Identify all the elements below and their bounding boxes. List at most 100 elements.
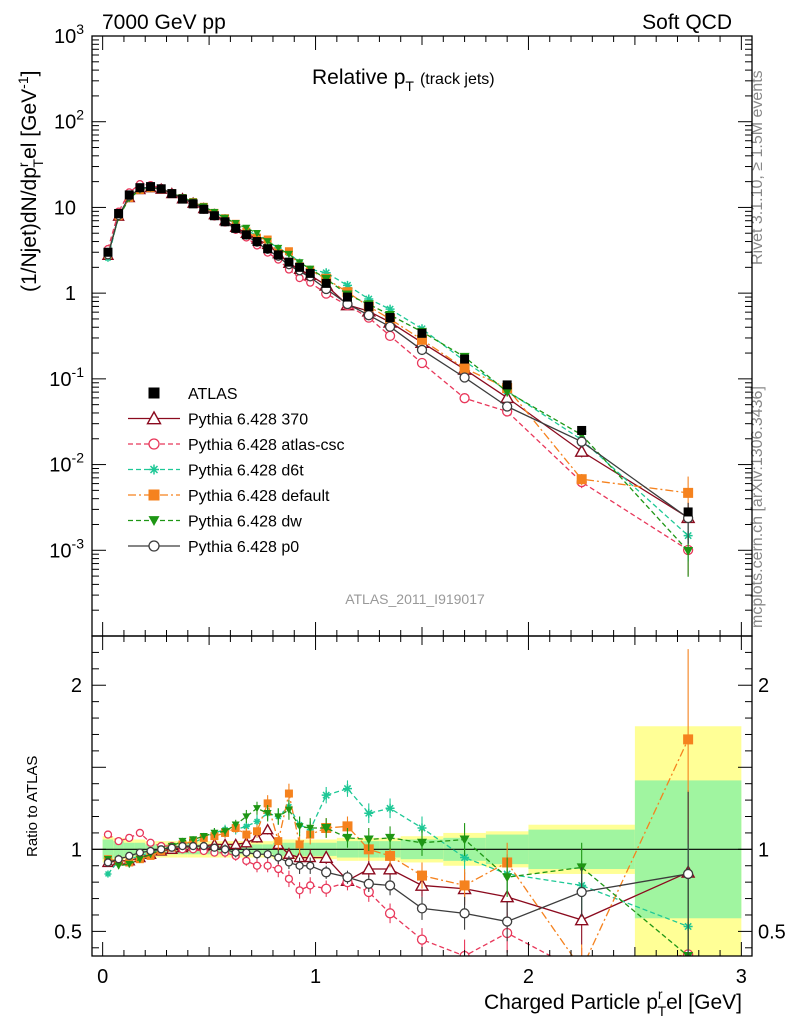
- main-point-atlas: [342, 292, 352, 302]
- main-y-tick-label: 10-1: [49, 364, 84, 391]
- legend-label-d6t: Pythia 6.428 d6t: [188, 463, 304, 480]
- ratio-point-dw: [189, 836, 198, 844]
- ratio-point-atlascsc: [125, 833, 134, 842]
- plot-title: Relative pT (track jets): [312, 66, 495, 94]
- ratio-point-p0: [295, 861, 304, 870]
- ratio-point-p0: [284, 858, 294, 867]
- ratio-point-default: [253, 827, 261, 836]
- main-y-tick-label: 103: [54, 21, 84, 48]
- ratio-point-p0: [502, 916, 513, 927]
- ratio-point-dw: [321, 824, 332, 833]
- ratio-point-p0: [274, 853, 283, 862]
- mcplots-label: mcplots.cern.ch [arXiv:1306.3436]: [749, 386, 766, 628]
- main-point-atlas: [460, 354, 470, 364]
- ratio-y-tick-label-right: 2: [758, 675, 769, 697]
- ratio-point-default: [242, 830, 251, 839]
- ratio-point-dw: [274, 813, 283, 821]
- legend: ATLAS Pythia 6.428 370 Pythia 6.428 atlas-…: [128, 386, 345, 556]
- ratio-point-p0: [178, 841, 187, 851]
- ratio-point-d6t: [253, 817, 261, 825]
- main-point-atlas: [321, 278, 331, 288]
- ratio-point-p370: [261, 823, 274, 835]
- main-point-d6t: [385, 304, 395, 314]
- rivet-version-label: Rivet 3.1.10, ≥ 1.5M events: [749, 70, 766, 265]
- main-ylabel: (1/Njet)dN/dprTel [GeV-1]: [15, 71, 46, 292]
- main-point-atlascsc: [459, 393, 470, 404]
- ratio-point-p0: [125, 851, 134, 861]
- main-point-p0: [502, 401, 513, 412]
- ratio-point-p0: [135, 848, 145, 857]
- ratio-point-default: [459, 880, 470, 891]
- main-y-tick-label: 1: [65, 283, 76, 305]
- ratio-point-d6t: [385, 803, 395, 813]
- ratio-point-p0: [682, 868, 694, 880]
- main-point-atlas: [231, 223, 241, 233]
- ratio-point-p0: [384, 880, 396, 891]
- main-point-p0: [363, 310, 374, 321]
- ratio-point-atlascsc: [384, 908, 396, 919]
- plot-title-sub: T: [405, 78, 414, 94]
- main-y-tick-label: 10-3: [49, 535, 84, 562]
- ratio-point-p0: [167, 843, 176, 852]
- ratio-y-tick-label-right: 0.5: [758, 921, 786, 943]
- main-point-dw: [502, 387, 513, 397]
- ratio-point-dw: [284, 806, 293, 814]
- main-point-d6t: [342, 280, 352, 290]
- ratio-point-dw: [114, 862, 123, 870]
- ratio-point-dw: [263, 810, 272, 818]
- x-tick-label: 3: [736, 966, 747, 988]
- ratio-point-dw: [502, 873, 513, 883]
- ratio-point-default: [683, 734, 694, 745]
- main-point-atlas: [417, 328, 427, 338]
- ratio-point-dw: [385, 833, 396, 843]
- ratio-point-atlascsc: [242, 856, 251, 865]
- main-point-atlas: [364, 301, 374, 311]
- ratio-point-p0: [242, 848, 251, 857]
- main-point-atlas: [305, 268, 315, 278]
- ratio-point-p0: [459, 908, 470, 919]
- main-point-atlas: [385, 312, 395, 322]
- legend-marker-atlascsc: [148, 438, 160, 450]
- ratio-point-d6t: [321, 790, 331, 800]
- main-point-d6t: [364, 294, 374, 304]
- main-point-dw: [231, 219, 240, 228]
- main-y-tick-label: 10: [54, 197, 76, 219]
- ratio-point-atlascsc: [295, 886, 304, 895]
- category-label: Soft QCD: [642, 11, 732, 34]
- legend-marker-p0: [148, 540, 160, 552]
- ratio-point-d6t: [364, 808, 374, 818]
- ratio-point-d6t: [342, 784, 352, 794]
- ratio-point-atlascsc: [306, 881, 315, 890]
- ratio-point-p0: [306, 861, 315, 870]
- ratio-point-dw: [221, 828, 230, 836]
- plot-title-tail: (track jets): [420, 71, 495, 88]
- ratio-point-atlascsc: [416, 934, 428, 945]
- ratio-point-atlascsc: [103, 830, 113, 839]
- ratio-point-p370: [382, 861, 398, 875]
- main-point-atlascsc: [384, 330, 396, 342]
- ratio-point-p0: [342, 872, 353, 883]
- main-point-atlas: [135, 183, 145, 193]
- ratio-point-dw: [459, 835, 470, 845]
- main-point-atlas: [124, 190, 134, 200]
- ratio-point-p0: [103, 858, 113, 867]
- ratio-point-p0: [114, 855, 123, 864]
- ratio-point-d6t: [242, 822, 250, 830]
- main-point-atlas: [146, 182, 156, 192]
- ratio-point-p0: [363, 878, 374, 889]
- main-point-atlas: [263, 244, 273, 254]
- ratio-point-dw: [231, 821, 240, 829]
- main-point-default: [417, 334, 427, 345]
- legend-label-ATLAS: ATLAS: [188, 386, 238, 403]
- main-point-p0: [576, 436, 587, 447]
- ratio-point-p0: [157, 845, 166, 854]
- legend-label-default: Pythia 6.428 default: [188, 488, 330, 505]
- main-point-atlas: [177, 194, 187, 204]
- main-point-dw: [263, 238, 272, 246]
- ratio-point-dw: [306, 824, 315, 832]
- ratio-point-p0: [199, 841, 208, 851]
- ratio-point-atlascsc: [252, 861, 262, 870]
- ratio-point-default: [295, 840, 304, 849]
- main-point-atlas: [683, 507, 693, 517]
